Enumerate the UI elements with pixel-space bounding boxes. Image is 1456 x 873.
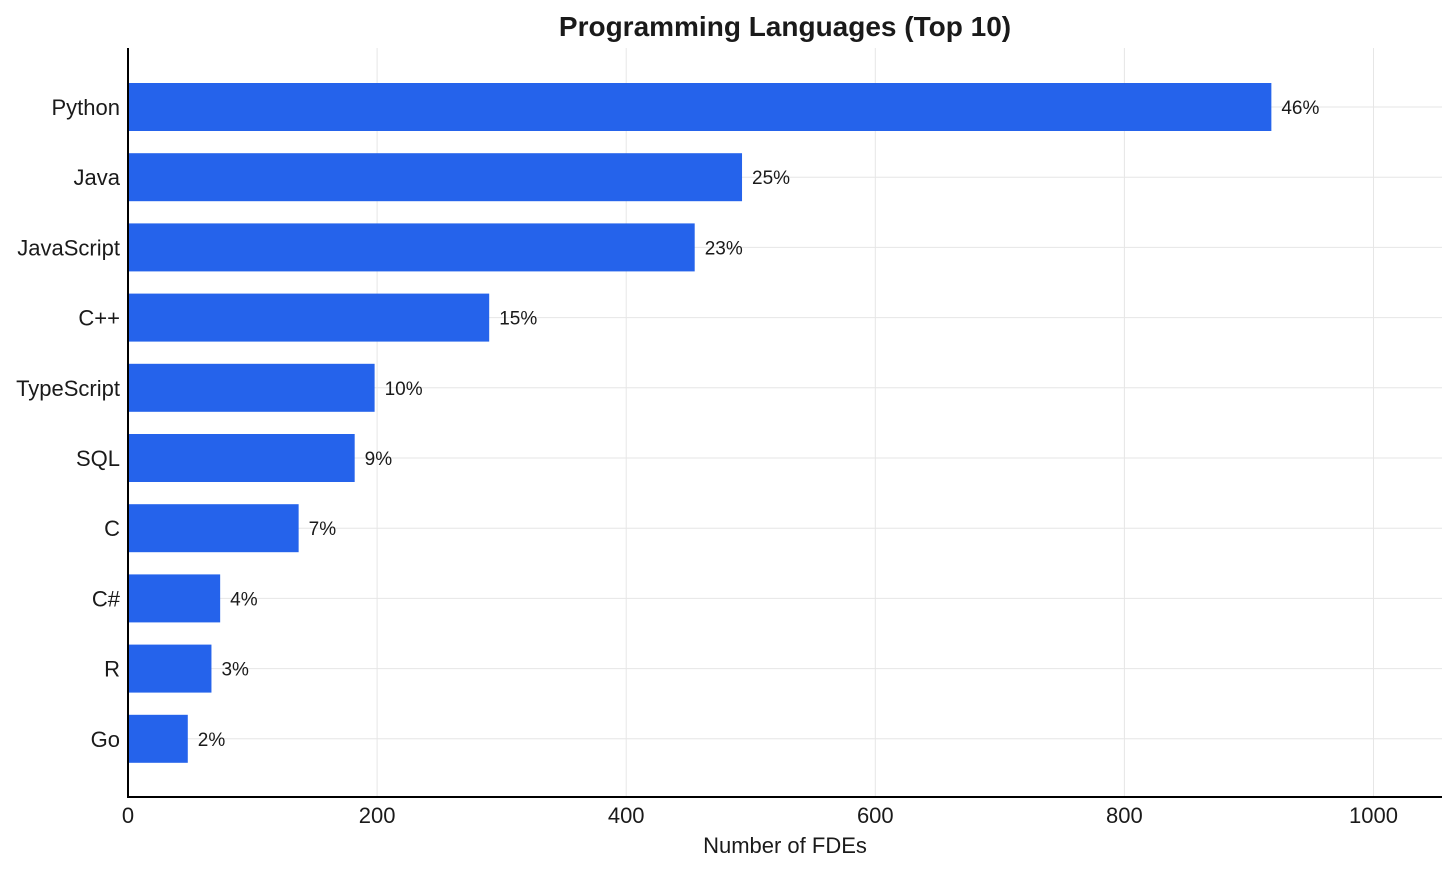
x-tick-labels: 0 200 400 600 800 1000 <box>122 803 1398 828</box>
x-tick-label: 400 <box>608 803 645 828</box>
y-tick-label: JavaScript <box>17 235 120 260</box>
data-label: 9% <box>365 449 393 470</box>
bar <box>128 434 355 482</box>
data-label: 2% <box>198 730 226 751</box>
bar <box>128 153 743 202</box>
bar <box>128 504 299 553</box>
data-label: 23% <box>705 238 743 259</box>
data-label: 4% <box>230 589 258 610</box>
x-tick-label: 200 <box>359 803 396 828</box>
data-label: 3% <box>221 660 249 681</box>
data-label: 7% <box>309 519 337 540</box>
x-tick-label: 800 <box>1106 803 1143 828</box>
data-label: 25% <box>752 168 790 189</box>
bar <box>128 644 212 693</box>
data-label: 15% <box>499 309 537 330</box>
bar <box>128 223 695 272</box>
bars <box>128 83 1272 763</box>
y-tick-label: Java <box>74 165 121 190</box>
y-tick-labels: Python Java JavaScript C++ TypeScript SQL C C# R… <box>16 95 121 752</box>
x-tick-label: 600 <box>857 803 894 828</box>
y-tick-label: R <box>104 657 120 682</box>
x-tick-label: 1000 <box>1349 803 1398 828</box>
data-label: 46% <box>1281 98 1319 119</box>
y-tick-label: SQL <box>76 446 120 471</box>
bar <box>128 83 1272 131</box>
y-tick-label: Python <box>52 95 121 120</box>
y-tick-label: C++ <box>78 306 120 331</box>
chart-title: Programming Languages (Top 10) <box>559 11 1011 42</box>
x-tick-label: 0 <box>122 803 134 828</box>
bar <box>128 363 375 412</box>
y-tick-label: C <box>104 516 120 541</box>
y-tick-label: Go <box>91 727 120 752</box>
y-tick-label: C# <box>92 586 121 611</box>
data-labels: 46% 25% 23% 15% 10% 9% 7% 4% 3% 2% <box>198 98 1320 751</box>
bar <box>128 574 221 623</box>
bar <box>128 714 188 763</box>
y-tick-label: TypeScript <box>16 376 120 401</box>
data-label: 10% <box>385 379 423 400</box>
x-axis-label: Number of FDEs <box>703 833 867 858</box>
bar <box>128 293 490 342</box>
